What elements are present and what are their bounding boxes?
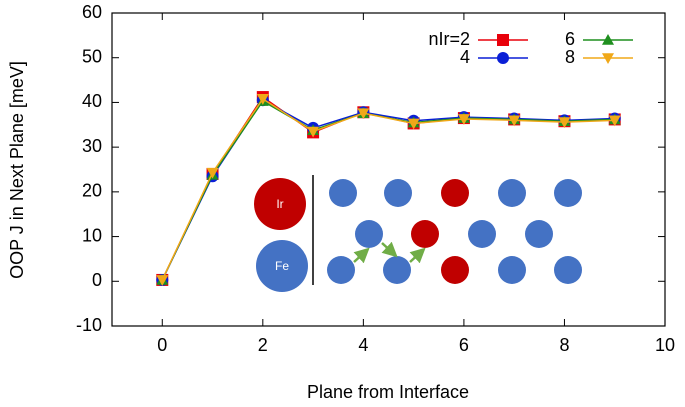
inset: Ir Fe [254,175,582,292]
ir-atom [254,178,306,230]
y-tick-label: 60 [82,2,102,22]
marker [508,115,521,127]
legend-label: 8 [565,47,575,67]
marker [457,114,470,125]
x-tick-label: 2 [258,335,268,355]
marker [307,126,320,138]
series-line [161,97,615,281]
marker [602,53,614,64]
y-tick-label: 10 [82,225,102,245]
x-tick-label: 4 [358,335,368,355]
plot-frame [111,12,666,327]
legend-label: 6 [565,29,575,49]
fe-atom [256,240,308,292]
ir-label: Ir [276,197,283,211]
marker [497,34,509,46]
legend-label: nIr=2 [428,29,470,49]
y-tick-label: 50 [82,46,102,66]
x-tick-label: 8 [559,335,569,355]
y-tick-label: 0 [92,270,102,290]
marker [602,34,614,45]
marker [357,108,370,120]
marker [256,94,269,105]
fe-label: Fe [275,259,289,273]
x-tick-label: 6 [459,335,469,355]
marker [407,118,420,130]
marker [156,275,169,286]
x-axis-label: Plane from Interface [307,382,469,402]
y-tick-label: -10 [76,315,102,335]
arrows [353,241,426,264]
marker [497,52,509,64]
x-tick-label: 10 [655,335,675,355]
marker [206,167,219,179]
y-tick-label: 20 [82,181,102,201]
marker [608,115,621,127]
marker [558,117,571,129]
y-axis-label: OOP J in Next Plane [meV] [7,61,27,279]
x-tick-label: 0 [157,335,167,355]
atom-grid [327,179,582,284]
legend-label: 4 [460,47,470,67]
y-tick-label: 40 [82,91,102,111]
y-tick-label: 30 [82,136,102,156]
